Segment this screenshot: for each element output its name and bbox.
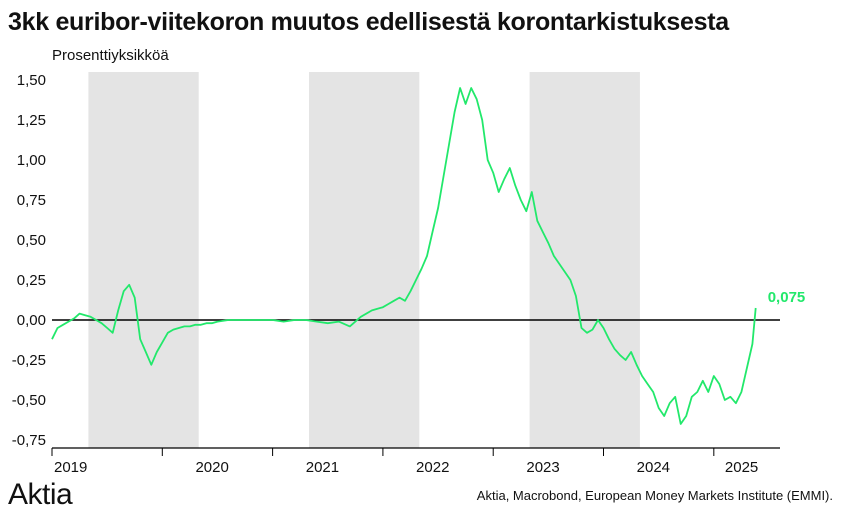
- y-tick-label: 0,25: [17, 272, 46, 289]
- x-tick-label: 2021: [306, 459, 339, 476]
- x-tick-label: 2020: [195, 459, 228, 476]
- series-labels: 0,075: [768, 289, 806, 306]
- y-axis: 1,50 1,25 1,00 0,75 0,50 0,25 0,00 -0,25 -0,50 -0…: [12, 72, 780, 449]
- line-chart: 2019 2020 2021 2022 2023 2024 2025 1,50 1,25 1,0…: [12, 72, 806, 476]
- y-tick-label: 1,50: [17, 72, 46, 89]
- series-line-0: [51, 87, 757, 425]
- shaded-period-2: [529, 72, 640, 448]
- y-tick-label: 0,50: [17, 232, 46, 249]
- y-axis-unit-label: Prosenttiyksikköä: [52, 47, 169, 64]
- x-tick-label: 2022: [416, 459, 449, 476]
- y-tick-label: 0,75: [17, 192, 46, 209]
- chart-title: 3kk euribor-viitekoron muutos edellisest…: [8, 8, 729, 36]
- y-tick-label: 0,00: [17, 312, 46, 329]
- x-tick-label: 2025: [725, 459, 758, 476]
- y-tick-label: -0,75: [12, 432, 46, 449]
- y-tick-label: 1,00: [17, 152, 46, 169]
- x-tick-label: 2024: [637, 459, 670, 476]
- x-tick-label: 2019: [54, 459, 87, 476]
- y-tick-label: -0,25: [12, 352, 46, 369]
- source-note: Aktia, Macrobond, European Money Markets…: [476, 488, 833, 503]
- shaded-periods: [88, 72, 640, 448]
- aktia-logo: Aktia: [8, 478, 73, 511]
- y-tick-label: -0,50: [12, 392, 46, 409]
- x-axis: 2019 2020 2021 2022 2023 2024 2025: [51, 447, 780, 476]
- shaded-period-0: [88, 72, 199, 448]
- x-tick-label: 2023: [526, 459, 559, 476]
- end-value-label: 0,075: [768, 289, 806, 306]
- series-lines: [51, 87, 757, 425]
- y-tick-label: 1,25: [17, 112, 46, 129]
- shaded-period-1: [309, 72, 420, 448]
